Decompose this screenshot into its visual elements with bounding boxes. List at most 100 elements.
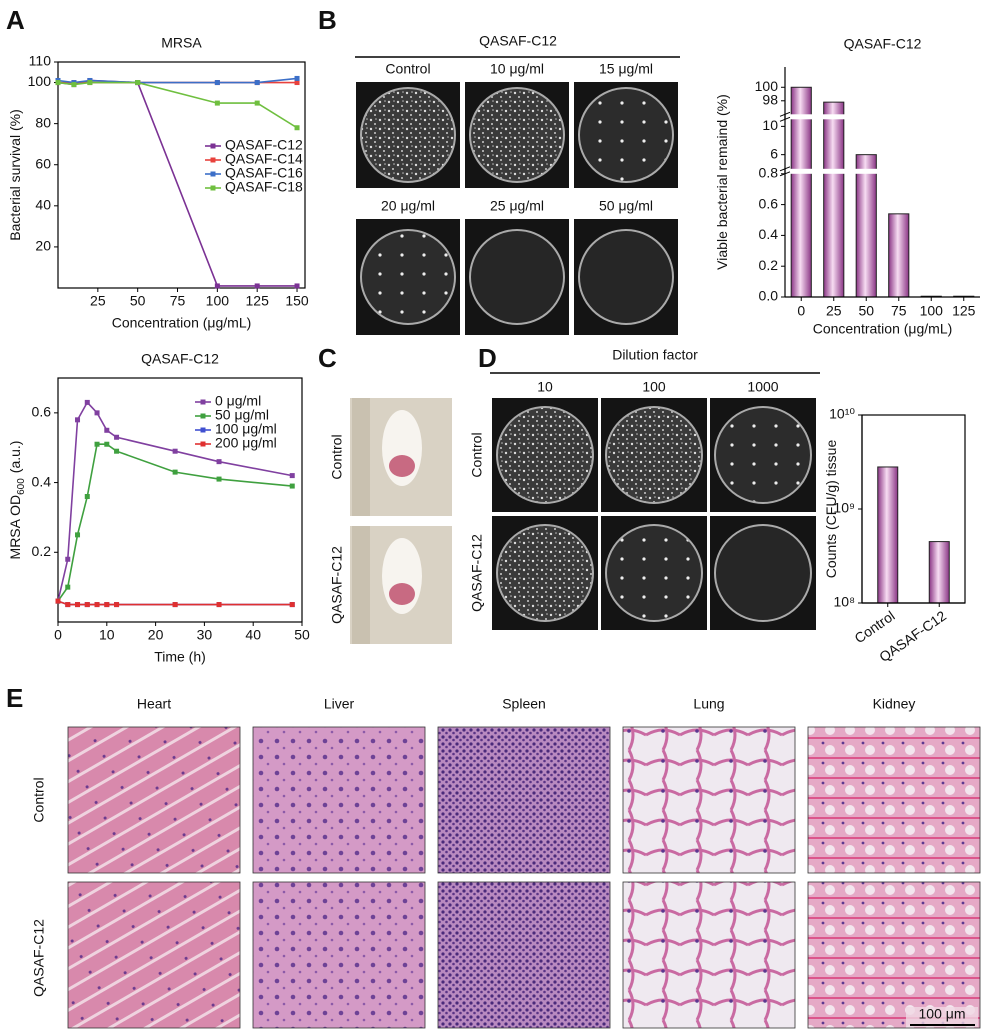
data-point [94,441,100,447]
histology-image [437,881,611,1029]
y-tick-label: 0.8 [759,165,779,181]
chart-title: QASAF-C12 [141,351,219,367]
y-axis-label-unit: (a.u.) [7,441,23,474]
data-point [104,427,110,433]
y-axis-label-subscript: 600 [16,478,27,495]
legend-label: 200 μg/ml [215,435,277,451]
x-tick-label: 30 [197,627,213,643]
x-axis-label: Concentration (μg/mL) [112,315,252,331]
panel-label: D [478,343,497,373]
plate [714,406,812,504]
histology-image [622,881,796,1029]
column-label: Liver [324,696,355,712]
data-point [65,556,71,562]
y-tick-label: 0.2 [32,543,52,559]
plate-label: 15 μg/ml [599,61,653,77]
row-label: QASAF-C12 [329,546,345,624]
panel-label: A [6,5,25,35]
data-point [216,602,222,608]
y-axis-label-text: Bacterial survival (%) [7,109,23,240]
panel-label: B [318,5,337,35]
x-tick-label: 50 [130,293,146,309]
x-tick-label: Control [851,607,897,646]
plate [605,524,703,622]
column-label: Kidney [873,696,916,712]
y-tick-label: 10¹⁰ [829,406,855,422]
y-tick-label: 10⁸ [834,594,856,610]
row-label: QASAF-C12 [31,919,47,997]
y-tick-label: 20 [35,238,51,254]
y-tick-label: 10⁹ [833,500,855,516]
plate [578,229,674,325]
panel-label: C [318,343,337,373]
x-tick-label: 100 [920,303,944,319]
data-point [214,283,220,289]
column-label: Lung [693,696,724,712]
x-tick-label: 75 [891,303,907,319]
y-tick-label: 60 [35,155,51,171]
data-point [289,473,295,479]
wound [389,583,415,605]
x-tick-label: 10 [99,627,115,643]
y-axis-label-text: Counts (CFU/g) tissue [823,440,839,579]
histology-image [252,881,426,1029]
legend-marker [210,185,216,191]
row-label: QASAF-C12 [469,534,485,612]
data-point [294,283,300,289]
series-line [57,81,298,129]
x-tick-label: 0 [54,627,62,643]
data-point [214,80,220,86]
column-label: Spleen [502,696,546,712]
plate-label: 10 μg/ml [490,61,544,77]
scale-bar-label: 100 μm [919,1006,966,1022]
data-point [65,584,71,590]
plate [469,87,565,183]
row-label: Control [31,777,47,822]
x-tick-label: 75 [170,293,186,309]
plate-label: 25 μg/ml [490,198,544,214]
data-point [75,417,81,423]
y-axis-label-text: Viable bacterial remaind (%) [714,94,730,270]
bar [888,213,910,298]
histology-image [437,726,611,874]
plate [469,229,565,325]
data-point [216,476,222,482]
legend-label: QASAF-C18 [225,179,303,195]
x-tick-label: 150 [285,293,309,309]
data-point [94,410,100,416]
series-line [57,443,293,602]
x-tick-label: 0 [797,303,805,319]
data-point [289,602,295,608]
data-point [254,80,260,86]
data-point [135,80,141,86]
data-point [104,441,110,447]
y-axis-label: Counts (CFU/g) tissue [823,440,839,579]
plot-frame [57,377,303,623]
plate [714,524,812,622]
legend-label: QASAF-C14 [225,151,303,167]
series-line [57,600,293,606]
data-point [84,399,90,405]
scale-bar-bg [906,1007,978,1027]
legend-marker [200,413,206,419]
data-point [172,448,178,454]
x-axis-label: Concentration (μg/mL) [813,321,953,337]
data-point [94,602,100,608]
x-axis-label: Time (h) [154,649,206,665]
plates-title: Dilution factor [612,347,698,363]
data-point [289,483,295,489]
data-point [55,80,61,86]
chart-title: MRSA [161,35,202,51]
y-axis-label: Bacterial survival (%) [7,109,23,240]
x-tick-label: 125 [952,303,976,319]
ruler [352,526,370,644]
y-axis-label-text: MRSA OD [7,495,23,560]
x-tick-label: 125 [246,293,270,309]
y-axis-label: Viable bacterial remaind (%) [714,94,730,270]
data-point [87,80,93,86]
x-tick-label: 25 [90,293,106,309]
data-point [172,602,178,608]
x-tick-label: 100 [206,293,230,309]
bar [855,154,877,298]
histology-image [807,881,981,1029]
